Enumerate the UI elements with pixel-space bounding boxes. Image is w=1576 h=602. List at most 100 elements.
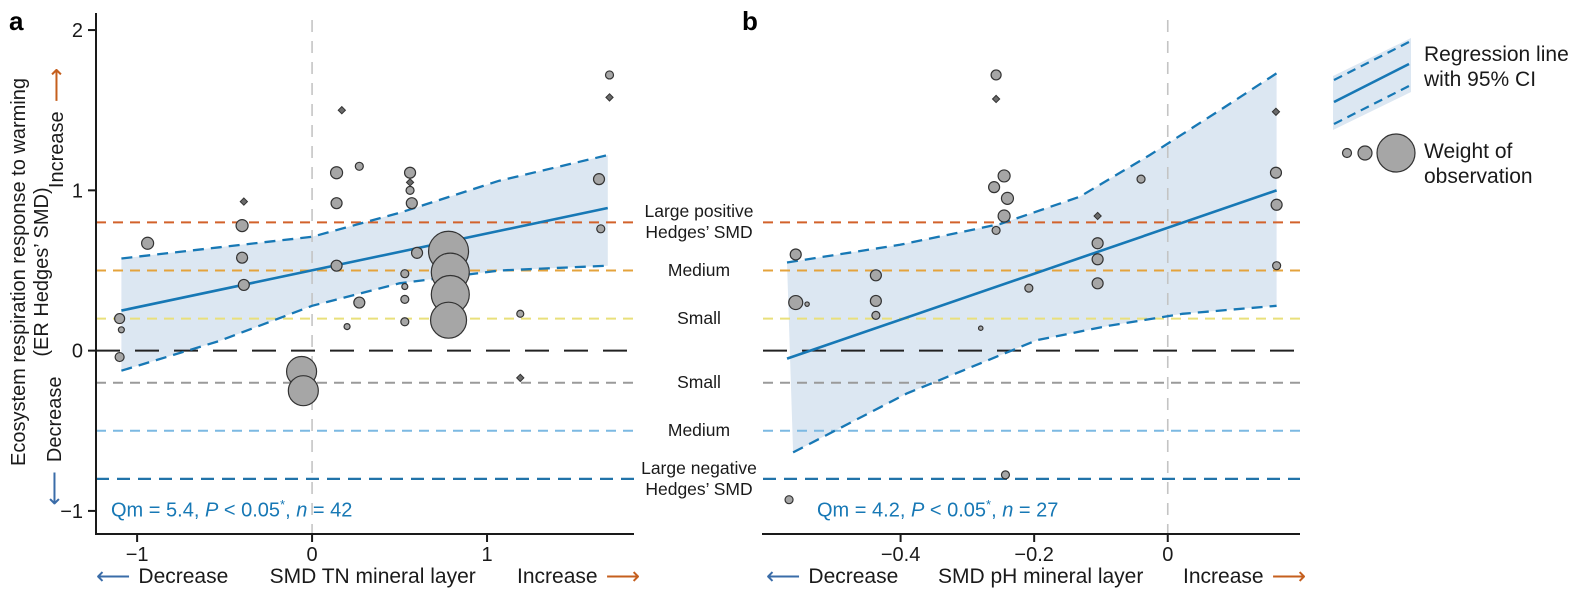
data-point bbox=[405, 178, 415, 187]
legend-regression-sample-icon bbox=[1333, 38, 1411, 130]
magnitude-label-line: Small bbox=[677, 372, 721, 393]
panel-a-letter: a bbox=[9, 6, 24, 36]
data-point bbox=[592, 173, 606, 186]
hedges-smd-magnitude-label: Medium bbox=[635, 420, 763, 441]
data-point bbox=[987, 181, 1001, 194]
data-point bbox=[1272, 261, 1282, 271]
panel-b-x-axis-labels: ⟵ Decrease SMD pH mineral layer Increase… bbox=[766, 565, 1306, 589]
significance-star: * bbox=[280, 497, 286, 512]
data-point bbox=[114, 312, 126, 325]
y-tick-label: −1 bbox=[60, 501, 83, 523]
data-point bbox=[343, 322, 351, 331]
regression-line bbox=[121, 206, 609, 312]
data-point bbox=[330, 197, 343, 210]
data-point bbox=[788, 294, 804, 311]
magnitude-label-line: Large negative bbox=[641, 457, 757, 478]
increase-text: Increase bbox=[1183, 565, 1264, 588]
data-point bbox=[1093, 211, 1102, 221]
magnitude-label-line: Hedges’ SMD bbox=[645, 478, 753, 499]
data-point bbox=[353, 296, 366, 309]
panel-b: −0.4 −0.2 0 bbox=[762, 20, 1300, 566]
n-value: = 42 bbox=[307, 499, 353, 522]
y-tick-label: 0 bbox=[72, 341, 83, 363]
legend-regression-line1: Regression line bbox=[1424, 43, 1569, 66]
x-tick-label: 0 bbox=[307, 544, 318, 566]
data-point bbox=[354, 161, 364, 171]
panel-a-decrease-label: ⟵ Decrease bbox=[96, 565, 228, 589]
increase-arrow-icon: ⟶ bbox=[1271, 563, 1306, 590]
data-point bbox=[784, 495, 794, 505]
data-point bbox=[400, 294, 410, 304]
separator: , bbox=[285, 499, 297, 522]
decrease-arrow-icon: ⟵ bbox=[41, 471, 68, 506]
data-point bbox=[1271, 107, 1281, 117]
data-point bbox=[997, 209, 1011, 223]
panel-b-x-axis-title: SMD pH mineral layer bbox=[937, 565, 1144, 588]
y-increase-text: Increase bbox=[45, 111, 68, 189]
x-tick-label: −0.2 bbox=[1014, 544, 1053, 566]
data-point bbox=[1091, 253, 1104, 266]
legend-weight-label: Weight of observation bbox=[1424, 139, 1533, 189]
legend-regression-line2: with 95% CI bbox=[1424, 68, 1537, 91]
magnitude-label-line: Hedges’ SMD bbox=[645, 222, 753, 243]
panel-b-letter: b bbox=[742, 6, 758, 36]
data-point bbox=[869, 269, 882, 282]
panel-a-x-axis-labels: ⟵ Decrease SMD TN mineral layer Increase… bbox=[96, 565, 640, 589]
ci-upper-bound bbox=[786, 72, 1278, 264]
data-point bbox=[1024, 283, 1034, 293]
n-symbol: n bbox=[296, 499, 308, 522]
data-point bbox=[1000, 191, 1015, 205]
data-point bbox=[329, 166, 344, 180]
panel-b-increase-label: Increase ⟶ bbox=[1183, 565, 1306, 589]
data-point bbox=[405, 185, 415, 195]
ci-lower-bound bbox=[792, 304, 1277, 454]
panel-a-x-axis-title: SMD TN mineral layer bbox=[269, 565, 476, 588]
data-point bbox=[1136, 174, 1146, 184]
ci-band bbox=[787, 73, 1277, 453]
p-value: < 0.05 bbox=[924, 499, 986, 522]
data-point bbox=[235, 251, 249, 264]
hedges-smd-magnitude-label: Small bbox=[635, 372, 763, 393]
legend-weight-bubbles-icon bbox=[1341, 133, 1416, 173]
panel-b-decrease-label: ⟵ Decrease bbox=[766, 565, 898, 589]
data-point bbox=[235, 219, 249, 233]
hedges-smd-magnitude-label: Small bbox=[635, 308, 763, 329]
data-point bbox=[429, 301, 468, 339]
decrease-arrow-icon: ⟵ bbox=[766, 563, 801, 590]
data-point bbox=[990, 69, 1002, 81]
data-point bbox=[287, 375, 319, 407]
hedges-smd-magnitude-label: Medium bbox=[635, 260, 763, 281]
legend-weight-line2: observation bbox=[1424, 165, 1533, 188]
data-point bbox=[330, 259, 343, 272]
panel-b-stats: Qm = 4.2, P < 0.05*, n = 27 bbox=[817, 497, 1058, 523]
data-point bbox=[239, 197, 249, 206]
data-point bbox=[337, 105, 347, 115]
decrease-arrow-icon: ⟵ bbox=[96, 563, 131, 590]
data-point bbox=[114, 351, 125, 363]
data-point bbox=[141, 236, 155, 250]
magnitude-label-line: Medium bbox=[667, 420, 731, 441]
data-point bbox=[403, 166, 417, 179]
data-point bbox=[871, 310, 881, 320]
data-point bbox=[410, 246, 424, 259]
data-point bbox=[400, 269, 410, 279]
increase-arrow-icon: ⟶ bbox=[605, 563, 640, 590]
data-point bbox=[401, 282, 409, 291]
data-point bbox=[605, 93, 614, 102]
qm-value: Qm = 4.2, bbox=[817, 499, 911, 522]
x-tick-label: −1 bbox=[126, 544, 149, 566]
decrease-text: Decrease bbox=[138, 565, 229, 588]
x-tick-label: 0 bbox=[1162, 544, 1173, 566]
data-point bbox=[1000, 470, 1011, 480]
p-value: < 0.05 bbox=[218, 499, 280, 522]
p-symbol: P bbox=[910, 499, 925, 522]
y-tick-label: 1 bbox=[72, 180, 83, 202]
p-symbol: P bbox=[204, 499, 219, 522]
data-point bbox=[405, 197, 418, 210]
data-point bbox=[117, 326, 125, 334]
data-point bbox=[516, 309, 525, 318]
ci-upper-bound bbox=[121, 153, 609, 260]
regression-line bbox=[786, 189, 1278, 360]
data-point bbox=[1091, 277, 1104, 290]
